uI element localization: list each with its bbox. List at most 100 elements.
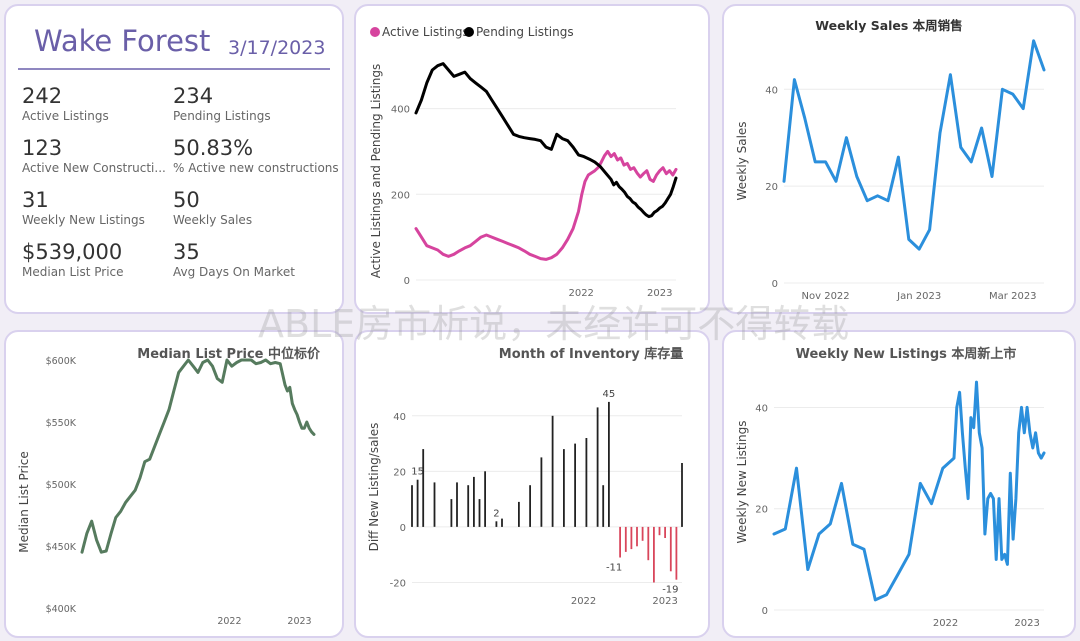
kpi-value: 35 (173, 240, 200, 264)
x-tick-label: 2023 (287, 616, 311, 627)
plot-area: 0 20 40 Nov 2022 Jan 2023 Mar 2023 (765, 39, 1046, 302)
x-tick-label: 2023 (1014, 618, 1039, 629)
dashboard-title: Wake Forest (34, 24, 211, 58)
weekly-new-listings-chart: Weekly New Listings 本周新上市 Weekly New Lis… (735, 346, 1046, 629)
series-line (414, 149, 678, 261)
kpi-pct-active-new-construction: 50.83% % Active new constructions (173, 136, 339, 176)
series-line (782, 39, 1046, 251)
kpi-weekly-sales: 50 Weekly Sales (173, 188, 323, 228)
x-tick-label: 2023 (652, 596, 677, 607)
kpi-label: % Active new constructions (173, 161, 339, 175)
y-axis-label: Median List Price (17, 451, 31, 553)
bar (608, 401, 610, 527)
kpi-label: Pending Listings (173, 109, 271, 123)
y-tick-label: 20 (755, 505, 768, 516)
legend: Active Listings Pending Listings (370, 25, 574, 39)
bar (478, 499, 481, 527)
kpi-label: Avg Days On Market (173, 265, 295, 279)
bar (664, 526, 666, 538)
x-tick-label: 2023 (647, 288, 672, 299)
data-label: -11 (606, 562, 622, 573)
y-tick-label: 20 (765, 182, 778, 193)
bar (675, 526, 678, 580)
y-tick-label: 40 (393, 412, 406, 423)
y-axis-label: Active Listings and Pending Listings (369, 64, 383, 279)
kpi-label: Median List Price (22, 265, 124, 279)
plot-area: -20 0 20 40 2022 2023 15 2 45 -11 -19 (390, 389, 683, 607)
bar (518, 501, 520, 527)
bar (647, 526, 650, 561)
y-tick-label: $600K (46, 356, 77, 367)
weekly-sales-chart: Weekly Sales 本周销售 Weekly Sales 0 20 40 Nov … (735, 18, 1046, 302)
x-tick-label: 2022 (217, 616, 241, 627)
bar (484, 471, 486, 527)
y-tick-label: 0 (762, 606, 768, 617)
legend-active-label: Active Listings (382, 25, 469, 39)
y-tick-label: 200 (391, 190, 410, 201)
kpi-weekly-new-listings: 31 Weekly New Listings (22, 188, 172, 228)
x-tick-label: 2022 (571, 596, 596, 607)
legend-active-marker (370, 27, 380, 37)
kpi-value: 50 (173, 188, 200, 212)
kpi-value: 123 (22, 136, 63, 160)
kpi-value: 50.83% (173, 136, 254, 160)
kpi-label: Weekly New Listings (22, 213, 145, 227)
bar (602, 485, 605, 527)
bar (619, 526, 621, 558)
kpi-median-list-price: $539,000 Median List Price (22, 240, 172, 280)
chart-title: Weekly New Listings 本周新上市 (796, 346, 1017, 362)
data-label: 45 (603, 389, 616, 400)
y-tick-label: $450K (46, 542, 77, 553)
x-tick-label: Jan 2023 (896, 291, 941, 302)
bar (636, 526, 638, 547)
x-tick-label: 2022 (568, 288, 593, 299)
chart-title: Median List Price 中位标价 (137, 346, 321, 362)
y-tick-label: 40 (755, 403, 768, 414)
kpi-label: Weekly Sales (173, 213, 253, 227)
listings-chart-card: Active Listings Pending Listings Active … (354, 4, 710, 314)
bar (585, 438, 588, 527)
bar (495, 521, 498, 527)
title-divider (18, 68, 330, 70)
y-axis-label: Weekly New Listings (735, 421, 749, 544)
bar (467, 485, 470, 527)
data-label: 15 (411, 467, 424, 478)
bar (433, 482, 436, 527)
kpi-value: 31 (22, 188, 49, 212)
bar (658, 526, 661, 536)
bar (630, 526, 633, 550)
x-tick-label: Mar 2023 (989, 291, 1037, 302)
bar (624, 526, 627, 552)
data-label: 2 (493, 508, 499, 519)
x-tick-label: Nov 2022 (802, 291, 850, 302)
bar (501, 518, 503, 527)
kpi-label: Active New Constructi... (22, 161, 166, 175)
kpi-value: 234 (173, 84, 214, 108)
bar (456, 482, 458, 527)
legend-pending-marker (464, 27, 474, 37)
bar (574, 443, 576, 527)
kpi-value: 242 (22, 84, 63, 108)
kpi-value: $539,000 (22, 240, 123, 264)
y-tick-label: 400 (391, 105, 410, 116)
x-tick-label: 2022 (933, 618, 958, 629)
bar (596, 407, 599, 527)
bar (450, 499, 453, 527)
y-axis-label: Weekly Sales (735, 121, 749, 200)
plot-area: 0 200 400 2022 2023 (391, 62, 678, 299)
bar (681, 463, 683, 527)
kpi-active-new-construction: 123 Active New Constructi... (22, 136, 172, 176)
listings-chart: Active Listings Pending Listings Active … (369, 25, 678, 299)
bar (653, 526, 655, 583)
bar (529, 485, 531, 527)
y-tick-label: $500K (46, 480, 77, 491)
y-tick-label: 20 (393, 467, 406, 478)
y-tick-label: 0 (400, 523, 406, 534)
bar (551, 415, 554, 527)
series-line (414, 62, 678, 219)
plot-area: $400K $450K $500K $550K $600K 2022 2023 (46, 356, 316, 627)
y-tick-label: $550K (46, 418, 77, 429)
inventory-card: Month of Inventory 库存量 Diff New Listing/… (354, 330, 710, 638)
bar (669, 526, 672, 572)
inventory-chart: Month of Inventory 库存量 Diff New Listing/… (367, 346, 683, 607)
